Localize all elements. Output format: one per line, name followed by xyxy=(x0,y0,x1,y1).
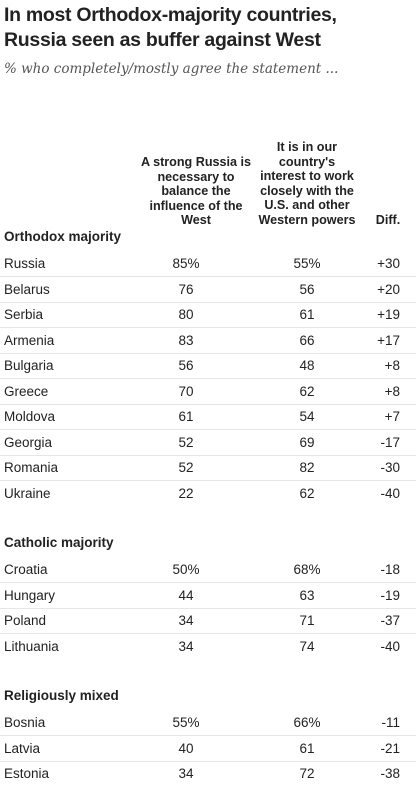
diff-value: -21 xyxy=(380,740,400,756)
row-separator xyxy=(0,760,416,762)
diff-value: -40 xyxy=(380,485,400,501)
chart-title-line-2: Russia seen as buffer against West xyxy=(4,29,321,51)
group-header: Catholic majority xyxy=(4,535,114,550)
strong-russia-value: 44 xyxy=(178,587,194,603)
column-header-strong-russia: A strong Russia is necessary to balance … xyxy=(140,155,252,228)
diff-value: +30 xyxy=(377,256,400,271)
country-label: Bosnia xyxy=(4,715,46,730)
diff-value: +8 xyxy=(384,358,400,373)
diff-value: -17 xyxy=(380,434,400,450)
work-with-west-value: 54 xyxy=(299,409,315,424)
country-label: Armenia xyxy=(4,332,55,348)
diff-value: +8 xyxy=(384,383,400,399)
strong-russia-value: 61 xyxy=(178,409,194,424)
row-separator xyxy=(0,607,416,609)
work-with-west-value: 69 xyxy=(299,434,315,450)
work-with-west-value: 68% xyxy=(293,562,321,577)
diff-value: -19 xyxy=(380,587,400,603)
diff-value: -37 xyxy=(380,613,400,628)
row-separator xyxy=(0,327,416,328)
strong-russia-value: 34 xyxy=(178,766,194,781)
strong-russia-value: 80 xyxy=(178,307,194,322)
work-with-west-value: 66 xyxy=(299,332,315,348)
work-with-west-value: 62 xyxy=(299,485,315,501)
strong-russia-value: 55% xyxy=(172,715,200,730)
country-label: Lithuania xyxy=(4,638,59,654)
work-with-west-value: 61 xyxy=(299,740,315,756)
work-with-west-value: 61 xyxy=(299,307,315,322)
strong-russia-value: 83 xyxy=(178,332,194,348)
row-separator xyxy=(0,378,416,379)
diff-value: +20 xyxy=(377,281,400,297)
row-separator xyxy=(0,352,416,354)
column-header-work-with-west: It is in our country's interest to work … xyxy=(258,140,356,227)
country-label: Moldova xyxy=(4,409,56,424)
diff-value: -38 xyxy=(380,766,400,781)
work-with-west-value: 82 xyxy=(299,460,315,475)
row-separator xyxy=(0,454,416,456)
strong-russia-value: 50% xyxy=(172,562,200,577)
country-label: Estonia xyxy=(4,766,50,781)
work-with-west-value: 48 xyxy=(299,358,315,373)
row-separator xyxy=(0,735,416,736)
work-with-west-value: 66% xyxy=(293,715,321,730)
country-label: Poland xyxy=(4,613,47,628)
chart-title-line-1: In most Orthodox-majority countries, xyxy=(4,4,337,26)
row-separator xyxy=(0,276,416,277)
work-with-west-value: 63 xyxy=(299,587,315,603)
diff-value: +17 xyxy=(377,332,400,348)
group-header: Orthodox majority xyxy=(4,229,122,244)
strong-russia-value: 40 xyxy=(178,740,194,756)
country-label: Romania xyxy=(4,460,59,475)
country-label: Georgia xyxy=(4,434,53,450)
strong-russia-value: 22 xyxy=(178,485,194,501)
row-separator xyxy=(0,403,416,405)
country-label: Russia xyxy=(4,256,46,271)
country-label: Hungary xyxy=(4,587,56,603)
diff-value: +7 xyxy=(384,409,400,424)
column-header-diff: Diff. xyxy=(375,213,401,227)
row-separator xyxy=(0,633,416,634)
country-label: Ukraine xyxy=(4,485,51,501)
country-label: Belarus xyxy=(4,281,50,297)
diff-value: -40 xyxy=(380,638,400,654)
work-with-west-value: 71 xyxy=(299,613,315,628)
work-with-west-value: 62 xyxy=(299,383,315,399)
strong-russia-value: 34 xyxy=(178,613,194,628)
work-with-west-value: 56 xyxy=(299,281,315,297)
country-label: Croatia xyxy=(4,562,48,577)
strong-russia-value: 85% xyxy=(172,256,200,271)
row-separator xyxy=(0,582,416,583)
work-with-west-value: 72 xyxy=(299,766,315,781)
row-separator xyxy=(0,429,416,430)
country-label: Latvia xyxy=(4,740,41,756)
group-header: Religiously mixed xyxy=(4,688,119,703)
diff-value: -18 xyxy=(380,562,400,577)
strong-russia-value: 34 xyxy=(178,638,194,654)
chart-title: In most Orthodox-majority countries, Rus… xyxy=(4,3,414,53)
row-separator xyxy=(0,301,416,303)
diff-value: +19 xyxy=(377,307,400,322)
country-label: Greece xyxy=(4,383,49,399)
country-label: Serbia xyxy=(4,307,44,322)
strong-russia-value: 56 xyxy=(178,358,194,373)
strong-russia-value: 52 xyxy=(178,460,194,475)
row-separator xyxy=(0,480,416,481)
strong-russia-value: 76 xyxy=(178,281,194,297)
strong-russia-value: 70 xyxy=(178,383,194,399)
diff-value: -30 xyxy=(380,460,400,475)
chart-subtitle: % who completely/mostly agree the statem… xyxy=(4,61,339,77)
country-label: Bulgaria xyxy=(4,358,54,373)
strong-russia-value: 52 xyxy=(178,434,194,450)
work-with-west-value: 74 xyxy=(299,638,315,654)
work-with-west-value: 55% xyxy=(293,256,321,271)
diff-value: -11 xyxy=(381,715,400,730)
